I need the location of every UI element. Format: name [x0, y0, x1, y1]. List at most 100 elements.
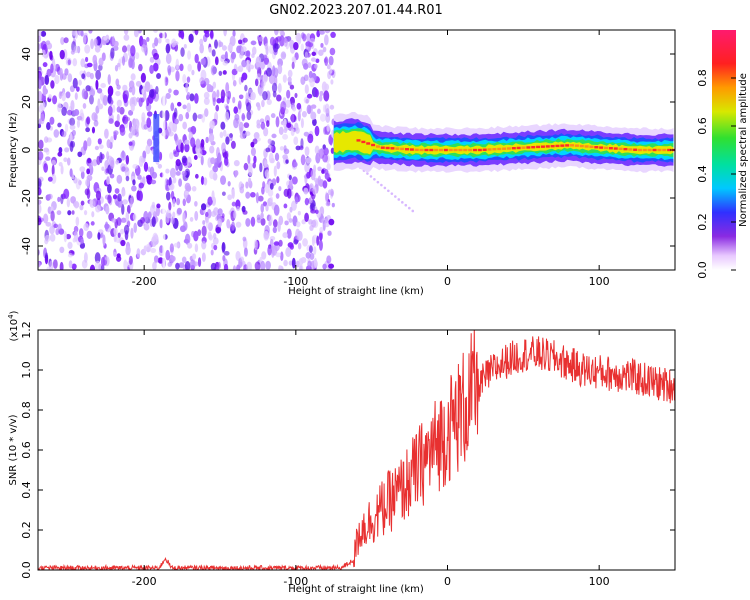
- spectrogram-noise-blob: [243, 122, 250, 129]
- spectrogram-peak-segment: [409, 148, 414, 151]
- spectrogram-noise-blob: [186, 156, 192, 168]
- spectrogram-noise-blob: [59, 261, 64, 270]
- spectrogram-noise-blob: [267, 188, 274, 197]
- spectrogram-noise-blob: [273, 165, 277, 177]
- spectrogram-noise-blob: [121, 45, 128, 53]
- spectrogram-noise-blob: [98, 144, 104, 149]
- spectrogram-noise-blob: [319, 226, 324, 234]
- spectrogram-peak-segment: [414, 148, 419, 152]
- spectrogram-noise-blob: [80, 170, 85, 180]
- spectrogram-noise-blob: [307, 42, 314, 48]
- spectrogram-noise-blob: [313, 257, 318, 268]
- spectrogram-noise-blob: [211, 190, 215, 202]
- spectrogram-noise-blob: [213, 232, 217, 240]
- spectrogram-peak-segment: [361, 140, 366, 144]
- spectrogram-noise-blob: [297, 242, 302, 250]
- spectrogram-noise-blob: [136, 123, 140, 132]
- spectrogram-noise-blob: [197, 61, 202, 72]
- spectrogram-noise-blob: [141, 88, 145, 95]
- spectrogram-noise-blob: [86, 168, 90, 175]
- x-tick-label: 0: [444, 575, 451, 588]
- spectrogram-noise-blob: [191, 185, 197, 192]
- spectrogram-noise-blob: [86, 230, 93, 239]
- spectrogram-noise-blob: [232, 96, 236, 104]
- spectrogram-peak-segment: [667, 148, 672, 152]
- x-tick-label: 100: [589, 575, 610, 588]
- spectrogram-noise-blob: [227, 44, 233, 52]
- spectrogram-noise-blob: [300, 154, 306, 166]
- spectrogram-noise-blob: [250, 216, 256, 227]
- spectrogram-noise-blob: [169, 243, 174, 253]
- spectrogram-peak-segment: [652, 148, 657, 152]
- spectrogram-noise-blob: [304, 84, 309, 95]
- spectrogram-peak-segment: [424, 148, 429, 152]
- spectrogram-noise-blob: [235, 250, 241, 262]
- spectrogram-noise-blob: [120, 239, 126, 247]
- spectrogram-peak-segment: [540, 145, 545, 148]
- spectrogram-noise-blob: [84, 44, 91, 54]
- spectrogram-noise-blob: [149, 204, 156, 216]
- spectrogram-peak-segment: [623, 147, 628, 151]
- spectrogram-noise-blob: [218, 70, 223, 76]
- spectrogram-noise-blob: [179, 225, 186, 233]
- spectrogram-noise-blob: [222, 60, 228, 66]
- spectrogram-noise-blob: [113, 251, 117, 257]
- spectrogram-noise-blob: [81, 73, 86, 80]
- spectrogram-noise-blob: [83, 223, 89, 232]
- spectrogram-noise-blob: [323, 90, 330, 102]
- spectrogram-noise-blob: [123, 30, 129, 35]
- spectrogram-noise-blob: [177, 101, 182, 107]
- spectrogram-noise-blob: [269, 36, 276, 46]
- spectrogram-peak-segment: [506, 147, 511, 150]
- spectrogram-noise-blob: [168, 201, 172, 211]
- spectrogram-noise-blob: [213, 207, 219, 216]
- spectrogram-noise-blob: [58, 162, 63, 167]
- spectrogram-peak-segment: [439, 148, 444, 152]
- spectrogram-noise-blob: [153, 52, 160, 60]
- spectrogram-noise-blob: [91, 211, 95, 218]
- spectrogram-noise-blob: [329, 47, 336, 56]
- spectrogram-noise-blob: [187, 63, 192, 72]
- spectrogram-peak-segment: [608, 147, 613, 150]
- spectrogram-noise-blob: [96, 155, 101, 166]
- spectrogram-noise-blob: [226, 218, 231, 229]
- spectrogram-peak-segment: [380, 146, 385, 149]
- spectrogram-noise-blob: [179, 63, 184, 72]
- spectrogram-peak-segment: [574, 144, 579, 147]
- spectrogram-noise-blob: [69, 117, 76, 127]
- spectrogram-noise-blob: [164, 110, 170, 121]
- spectrogram-noise-blob: [156, 72, 162, 79]
- x-tick-label: -200: [132, 275, 157, 288]
- spectrogram-noise-blob: [49, 50, 53, 60]
- spectrogram-trail-dot: [387, 189, 390, 193]
- spectrogram-noise-blob: [135, 52, 140, 60]
- y-tick-label: -40: [20, 237, 33, 255]
- spectrogram-noise-blob: [262, 74, 268, 83]
- spectrogram-noise-blob: [172, 176, 177, 184]
- spectrogram-noise-blob: [38, 139, 44, 150]
- spectrogram-noise-blob: [317, 166, 322, 172]
- spectrogram-noise-blob: [250, 147, 256, 156]
- spectrogram-noise-blob: [68, 260, 73, 269]
- spectrogram-noise-blob: [173, 242, 180, 248]
- spectrogram-noise-blob: [152, 62, 159, 72]
- spectrogram-noise-blob: [277, 64, 283, 75]
- spectrogram-noise-blob: [291, 113, 295, 124]
- spectrogram-noise-blob: [223, 156, 229, 166]
- spectrogram-noise-blob: [241, 112, 246, 122]
- spectrogram-noise-blob: [283, 37, 288, 47]
- spectrogram-noise-blob: [245, 218, 251, 227]
- spectrogram-noise-blob: [130, 103, 135, 112]
- spectrogram-image: [38, 30, 675, 270]
- spectrogram-noise-blob: [56, 210, 62, 216]
- spectrogram-noise-blob: [121, 166, 126, 172]
- spectrogram-noise-blob: [153, 256, 159, 264]
- spectrogram-noise-blob: [191, 69, 195, 76]
- spectrogram-noise-blob: [209, 169, 215, 180]
- spectrogram-noise-blob: [132, 179, 136, 186]
- spectrogram-noise-blob: [117, 232, 121, 238]
- spectrogram-noise-blob: [261, 251, 267, 260]
- spectrogram-noise-blob: [300, 138, 304, 149]
- spectrogram-noise-blob: [188, 33, 194, 43]
- spectrogram-noise-blob: [146, 111, 153, 117]
